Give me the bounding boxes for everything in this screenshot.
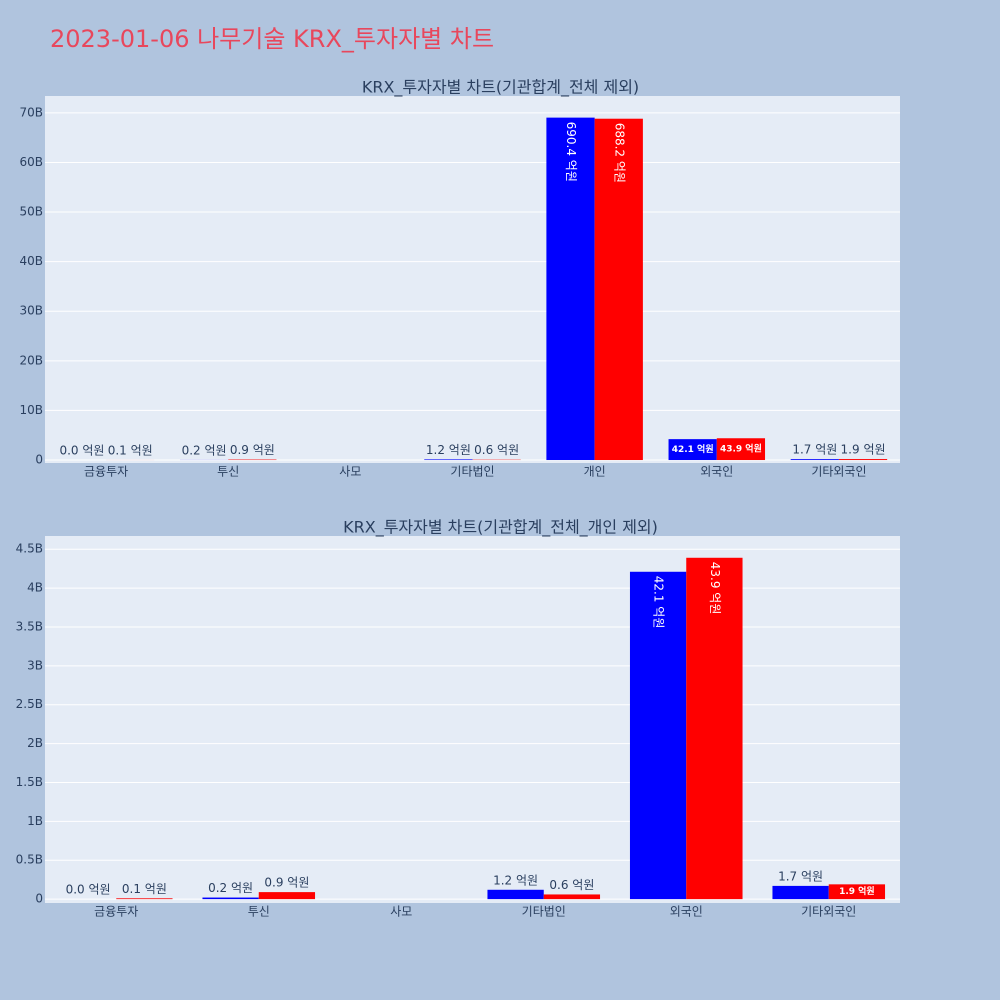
y-tick-label: 3B [27,658,43,672]
chart-title: KRX_투자자별 차트(기관합계_전체 제외) [362,78,639,98]
bar [487,889,544,900]
value-label: 0.2 억원 [208,881,253,895]
value-label: 1.9 억원 [841,443,886,457]
x-tick-label: 투신 [248,905,270,919]
value-label: 0.1 억원 [122,882,167,896]
bar [424,459,473,461]
y-tick-label: 1.5B [16,775,43,789]
chart-title: KRX_투자자별 차트(기관합계_전체_개인 제외) [343,518,658,538]
bar [772,885,829,900]
x-tick-label: 투신 [217,465,239,479]
y-tick-label: 0 [35,892,43,906]
value-label: 0.2 억원 [182,443,227,457]
x-tick-label: 기타외국인 [811,465,866,479]
x-tick-label: 기타외국인 [801,905,856,919]
value-label: 1.7 억원 [792,443,837,457]
x-tick-label: 금융투자 [84,465,128,479]
y-tick-label: 0 [35,453,43,467]
y-tick-label: 20B [19,353,43,367]
plot-area [45,536,900,903]
y-tick-label: 3.5B [16,619,43,633]
value-label: 690.4 억원 [564,122,578,182]
x-tick-label: 기타법인 [450,465,494,479]
value-label: 688.2 억원 [612,123,626,183]
value-label: 1.2 억원 [493,873,538,887]
value-label: 43.9 억원 [720,443,762,455]
value-label: 1.7 억원 [778,869,823,883]
y-tick-label: 70B [19,105,43,119]
y-tick-label: 4.5B [16,542,43,556]
x-tick-label: 외국인 [670,905,703,919]
y-tick-label: 60B [19,155,43,169]
value-label: 0.6 억원 [474,443,519,457]
bar [116,898,173,900]
value-label: 0.9 억원 [264,876,309,890]
bar [686,557,743,900]
value-label: 42.1 억원 [652,576,666,629]
y-tick-label: 2.5B [16,697,43,711]
bar [828,884,886,900]
value-label: 0.0 억원 [66,883,111,897]
bar [668,439,717,461]
y-tick-label: 4B [27,581,43,595]
x-tick-label: 개인 [584,465,606,479]
y-tick-label: 2B [27,736,43,750]
plot-area [45,96,900,463]
value-label: 0.1 억원 [108,443,153,457]
bar [546,117,595,461]
bar [594,118,643,461]
y-tick-label: 30B [19,304,43,318]
value-label: 42.1 억원 [672,443,714,455]
x-tick-label: 사모 [390,905,412,919]
bar [838,459,888,461]
x-tick-label: 외국인 [700,465,733,479]
bar [202,897,259,900]
y-tick-label: 10B [19,403,43,417]
x-tick-label: 금융투자 [94,905,138,919]
value-label: 0.6 억원 [549,878,594,892]
value-label: 1.9 억원 [839,885,875,897]
x-tick-label: 사모 [339,465,361,479]
y-tick-label: 40B [19,254,43,268]
y-tick-label: 50B [19,205,43,219]
value-label: 0.0 억원 [59,444,104,458]
value-label: 0.9 억원 [230,443,275,457]
bar [258,892,316,900]
bar [790,459,839,461]
x-tick-label: 기타법인 [522,905,566,919]
y-tick-label: 0.5B [16,853,43,867]
bar [716,438,766,461]
value-label: 43.9 억원 [708,562,722,615]
value-label: 1.2 억원 [426,443,471,457]
y-tick-label: 1B [27,814,43,828]
page-title: 2023-01-06 나무기술 KRX_투자자별 차트 [50,25,494,53]
bar [543,894,601,900]
bar [629,571,687,900]
